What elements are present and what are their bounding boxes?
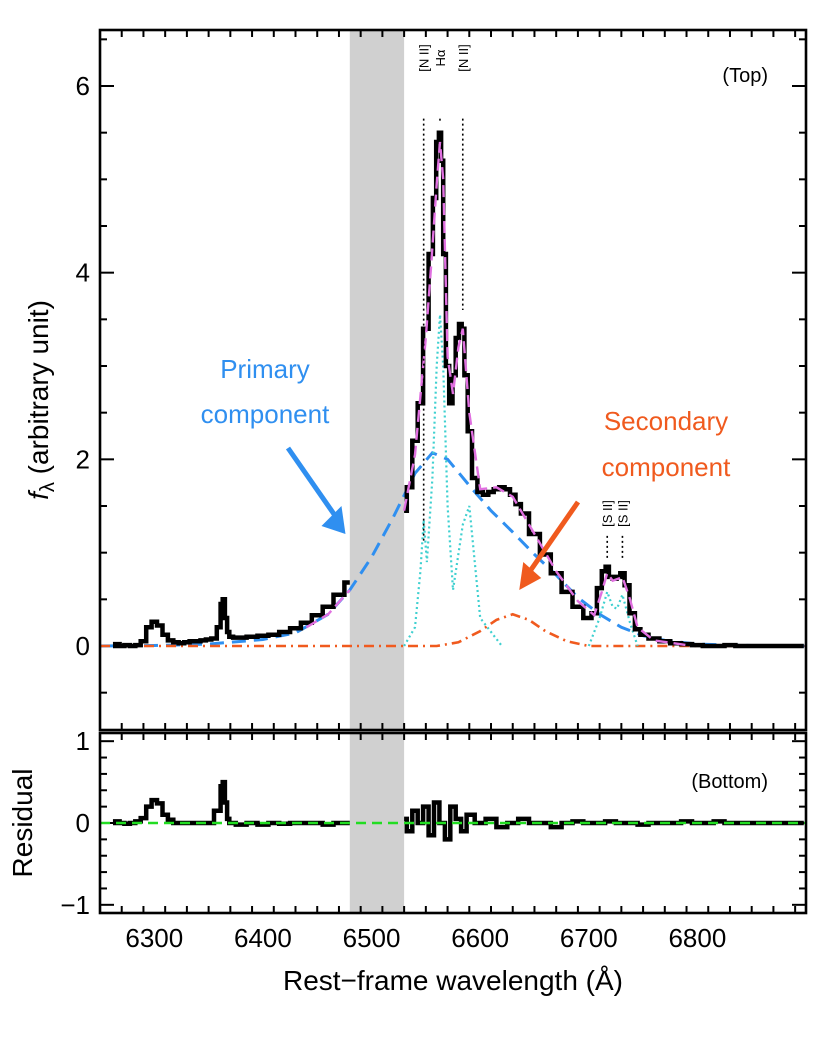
line-marker-label-3: [N II]: [456, 44, 471, 71]
primary-annotation-line-1: Primary: [220, 354, 310, 384]
secondary-annotation-line-1: Secondary: [604, 406, 728, 436]
secondary-component-annotation: Secondary component: [519, 406, 731, 590]
observed-spectrum-segment-2: [404, 130, 804, 649]
bottom-panel: 6300 6400 6500 6600 6700 6800 −1 0 1 (Bottom) Re…: [7, 726, 808, 996]
narrow-line-profile-1: [403, 314, 503, 647]
observed-spectrum-segment-1: [112, 580, 350, 649]
x-tick-label: 6600: [451, 923, 509, 953]
secondary-arrow-shaft: [523, 500, 581, 580]
line-marker-label-2: Hα: [433, 49, 448, 66]
bottom-panel-series: [100, 779, 806, 842]
y-tick-label: 6: [76, 71, 90, 101]
line-marker-label-4: [S II]: [600, 500, 615, 527]
secondary-annotation-line-2: component: [602, 452, 731, 482]
y-tick-label: 0: [76, 631, 90, 661]
primary-annotation-line-2: component: [201, 399, 330, 429]
emission-line-markers: [N II] Hα [N II][S II] [S II]: [417, 44, 630, 561]
x-tick-label: 6300: [125, 923, 183, 953]
narrow-line-profile-2: [587, 588, 639, 647]
primary-arrow-head: [321, 506, 346, 534]
top-panel-series: [99, 130, 807, 649]
total-fit-curve-1: [305, 589, 351, 629]
y-tick-label: 4: [76, 258, 90, 288]
primary-component-annotation: Primary component: [201, 354, 346, 534]
primary-arrow-shaft: [285, 446, 342, 524]
bottom-panel-frame: [98, 731, 808, 915]
bottom-panel-tag: (Bottom): [691, 771, 768, 793]
x-tick-label: 6400: [234, 923, 292, 953]
secondary-arrow-head: [519, 562, 542, 590]
y-label-subscript: λ: [37, 482, 59, 492]
residual-y-axis-label: Residual: [7, 769, 38, 878]
total-fit-curve-2: [402, 141, 687, 647]
bottom-panel-tick-labels: 6300 6400 6500 6600 6700 6800 −1 0 1: [60, 726, 726, 953]
top-panel-tick-labels: 0 2 4 6: [76, 71, 90, 661]
y-tick-label: −1: [60, 890, 90, 920]
x-tick-label: 6500: [343, 923, 401, 953]
masked-wavelength-region: [349, 30, 405, 730]
top-panel-tag: (Top): [722, 65, 768, 87]
x-tick-label: 6700: [560, 923, 618, 953]
x-axis-label: Rest−frame wavelength (Å): [283, 965, 623, 996]
line-marker-label-1: [N II]: [417, 44, 432, 71]
residual-segment-2: [404, 800, 804, 842]
y-label-f: f: [23, 489, 54, 500]
residual-segment-1: [112, 779, 350, 827]
secondary-component-curve: [100, 612, 806, 648]
y-tick-label: 1: [76, 726, 90, 756]
x-tick-label: 6800: [668, 923, 726, 953]
line-marker-label-5: [S II]: [615, 500, 630, 527]
top-panel-frame: [98, 28, 808, 732]
top-panel-y-axis-label: fλ (arbitrary unit): [23, 300, 59, 500]
y-label-rest: (arbitrary unit): [23, 300, 54, 482]
y-tick-label: 2: [76, 444, 90, 474]
y-tick-label: 0: [76, 808, 90, 838]
